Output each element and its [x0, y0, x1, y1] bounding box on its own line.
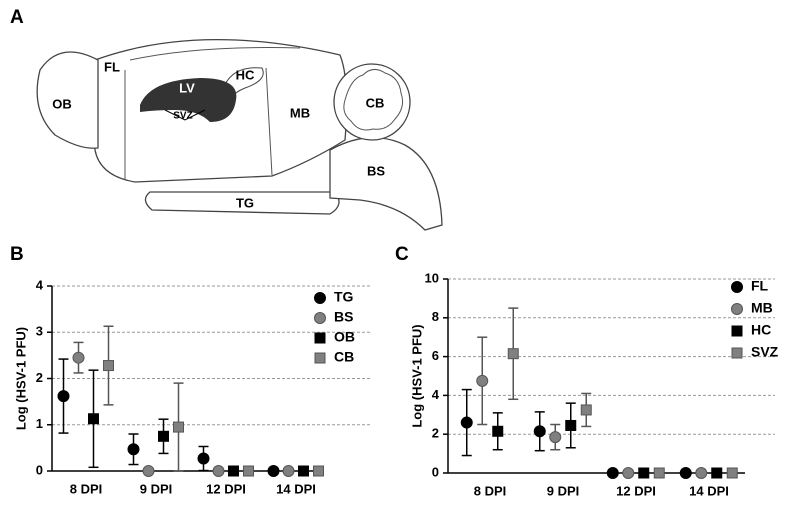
diagram-label: BS — [367, 163, 385, 178]
legend-marker — [314, 332, 326, 344]
olfactory-bulb-shape — [36, 51, 99, 149]
x-tick-label: 14 DPI — [276, 481, 316, 496]
legend-label: SVZ — [751, 344, 779, 360]
legend-label: HC — [751, 322, 771, 338]
point — [606, 467, 619, 479]
point — [726, 467, 738, 479]
point — [460, 416, 473, 429]
legend-marker — [314, 292, 326, 304]
y-tick-label: 8 — [432, 309, 439, 324]
point — [549, 431, 562, 444]
point — [267, 465, 280, 477]
y-tick-label: 1 — [36, 416, 43, 431]
point — [533, 425, 546, 438]
point — [282, 465, 295, 477]
y-tick-label: 4 — [432, 387, 440, 402]
point — [492, 425, 504, 437]
legend-marker — [314, 352, 326, 364]
legend-marker — [731, 347, 743, 359]
point — [88, 413, 99, 425]
diagram-label: LV — [179, 80, 195, 95]
diagram-label: TG — [236, 195, 254, 210]
point — [313, 465, 324, 477]
y-axis-label: Log (HSV-1 PFU) — [13, 327, 28, 430]
cerebellum-shape — [333, 63, 411, 141]
brainstem-shape — [329, 136, 443, 231]
x-tick-label: 12 DPI — [206, 481, 246, 496]
point — [653, 467, 665, 479]
point — [228, 465, 239, 477]
point — [243, 465, 254, 477]
panel-label: C — [395, 244, 409, 265]
x-tick-label: 12 DPI — [616, 483, 656, 498]
cortex-line — [129, 47, 301, 61]
x-tick-label: 14 DPI — [689, 483, 729, 498]
point — [711, 467, 723, 479]
svz-line — [164, 109, 206, 121]
diagram-label: SVZ — [173, 111, 192, 122]
lateral-ventricle — [140, 78, 237, 122]
y-tick-label: 0 — [36, 462, 43, 477]
point — [580, 404, 592, 416]
y-axis-label: Log (HSV-1 PFU) — [409, 324, 424, 427]
cerebellum-folds — [343, 69, 403, 131]
x-tick-label: 8 DPI — [474, 483, 507, 498]
brain-diagram: OB FL LV HC SVZ MB CB BS TG — [36, 39, 443, 231]
point — [197, 452, 210, 465]
point — [72, 351, 85, 364]
diagram-label: CB — [366, 95, 385, 110]
point — [158, 430, 169, 442]
point — [103, 360, 114, 372]
diagram-label: MB — [290, 105, 310, 120]
x-tick-label: 9 DPI — [140, 481, 173, 496]
diagram-label: FL — [104, 59, 120, 74]
diagram-label: HC — [236, 67, 255, 82]
panel-label: B — [10, 244, 24, 265]
legend-label: CB — [334, 349, 354, 365]
legend-label: BS — [334, 309, 353, 325]
y-tick-label: 10 — [425, 270, 439, 285]
y-tick-label: 2 — [432, 426, 439, 441]
point — [476, 374, 489, 387]
point — [565, 419, 577, 431]
divider — [265, 67, 273, 176]
y-tick-label: 6 — [432, 348, 439, 363]
y-tick-label: 0 — [432, 464, 439, 479]
point — [173, 421, 184, 433]
point — [212, 465, 225, 477]
legend-label: TG — [334, 289, 354, 305]
legend-marker — [731, 303, 743, 315]
x-tick-label: 8 DPI — [70, 481, 103, 496]
point — [622, 467, 635, 479]
legend-label: OB — [334, 329, 355, 345]
point — [638, 467, 650, 479]
legend-marker — [314, 312, 326, 324]
legend-marker — [731, 325, 743, 337]
panel-label: A — [10, 7, 24, 28]
point — [507, 348, 519, 360]
diagram-label: OB — [52, 96, 72, 111]
legend-label: MB — [751, 300, 773, 316]
point — [127, 443, 140, 456]
y-tick-label: 2 — [36, 370, 43, 385]
point — [695, 467, 708, 479]
legend-label: FL — [751, 278, 769, 294]
x-tick-label: 9 DPI — [547, 483, 580, 498]
point — [57, 390, 70, 403]
point — [679, 467, 692, 479]
point — [298, 465, 309, 477]
point — [142, 465, 155, 477]
y-tick-label: 3 — [36, 324, 43, 339]
legend-marker — [731, 281, 743, 293]
y-tick-label: 4 — [36, 277, 44, 292]
